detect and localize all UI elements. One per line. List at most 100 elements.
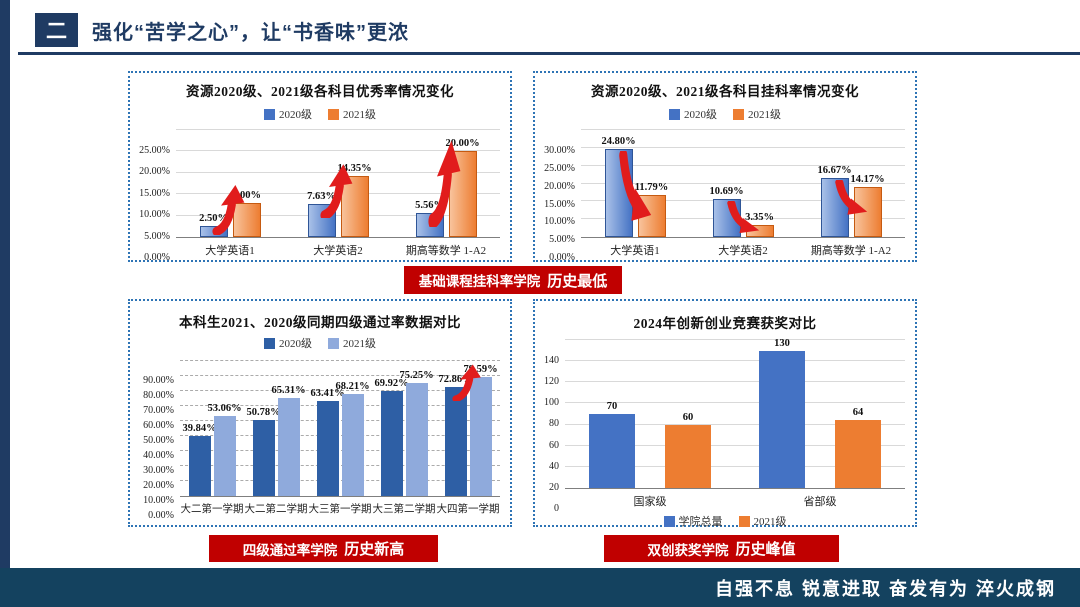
chart-legend: 学院总量 2021级 xyxy=(535,513,915,529)
x-category-label: 省部级 xyxy=(803,496,837,508)
bar-value-label: 8.00% xyxy=(232,189,261,201)
bar-value-label: 11.79% xyxy=(634,181,669,193)
chart-title: 2024年创新创业竞赛获奖对比 xyxy=(633,316,817,331)
x-category-label: 大四第一学期 xyxy=(436,504,500,515)
plot-column: 70 60 130 64 国家级 省部级 xyxy=(565,338,905,509)
plot-column: 2.50% 8.00% 7.63% 14.35% 5.56% 20.00% 大学英语1 大学英… xyxy=(176,129,500,258)
bar-value-label: 7.63% xyxy=(307,191,336,203)
plot-area: 0 20 40 60 80 100 120 140 70 60 130 64 国家级 省部级 xyxy=(535,338,915,514)
bar-groups: 70 60 130 64 xyxy=(565,338,905,488)
plot-area: 0.00% 5.00% 10.00% 15.00% 20.00% 25.00% 2.50% 8… xyxy=(130,129,510,263)
plot: 2.50% 8.00% 7.63% 14.35% 5.56% 20.00% xyxy=(176,129,500,238)
legend-item: 学院总量 xyxy=(663,513,723,529)
bar-column: 60 xyxy=(665,340,711,488)
left-accent-bar xyxy=(0,0,10,607)
bar xyxy=(820,177,849,237)
y-tick-label: 80.00% xyxy=(143,390,174,401)
y-tick-label: 50.00% xyxy=(143,435,174,446)
bar xyxy=(759,350,805,488)
bar xyxy=(448,151,477,237)
legend-swatch xyxy=(669,108,680,120)
bar-column: 64 xyxy=(835,340,881,488)
banner-highlight: 历史最低 xyxy=(547,272,608,290)
bar-group: 2.50% 8.00% xyxy=(176,130,284,237)
x-category-label: 大二第一学期 xyxy=(180,504,244,515)
bar xyxy=(380,391,403,496)
gridline xyxy=(180,390,500,391)
bar-value-label: 64 xyxy=(852,407,864,419)
plot-area: 0.00% 10.00% 20.00% 30.00% 40.00% 50.00% 60.00… xyxy=(130,360,510,521)
banner-highlight: 历史新高 xyxy=(344,541,405,558)
y-tick-label: 5.00% xyxy=(144,230,170,242)
bar xyxy=(712,198,741,237)
bar xyxy=(316,400,339,496)
x-category-label: 国家级 xyxy=(633,496,667,508)
legend-item: 2020级 xyxy=(264,335,312,351)
bar-value-label: 75.25% xyxy=(399,370,434,382)
bar-group: 16.67% 14.17% xyxy=(797,130,905,237)
bar-value-label: 79.59% xyxy=(463,363,498,375)
banner-fail-rate-lowest: 基础课程挂科率学院 历史最低 xyxy=(404,266,622,294)
bar-column: 130 xyxy=(759,338,805,488)
panel-excellence-rate-chart: 资源2020级、2021级各科目优秀率情况变化 2020级 2021级 0.00% 5.… xyxy=(128,71,512,263)
bar-column: 10.69% xyxy=(709,130,744,237)
gridline xyxy=(565,339,905,340)
bar-column: 70 xyxy=(589,340,635,488)
x-axis-labels: 大学英语1 大学英语2 期高等数学 1-A2 xyxy=(176,238,500,258)
bar-column: 7.63% xyxy=(307,130,336,237)
bar-group: 10.69% 3.35% xyxy=(689,130,797,237)
footer-motto: 自强不息 锐意进取 奋发有为 淬火成钢 xyxy=(714,578,1056,599)
bar-value-label: 2.50% xyxy=(199,213,228,225)
gridline xyxy=(180,435,500,436)
bar-value-label: 24.80% xyxy=(601,135,636,147)
banner-highlight: 历史峰值 xyxy=(735,541,796,558)
legend-item: 2020级 xyxy=(669,106,717,122)
legend-swatch xyxy=(733,108,744,120)
header-divider xyxy=(18,52,1080,55)
gridline xyxy=(581,146,905,148)
bar xyxy=(469,376,492,496)
bar-value-label: 50.78% xyxy=(246,406,281,418)
bar-groups: 39.84% 53.06% 50.78% 65.31% 63.41% 68.21% 69.9… xyxy=(180,361,500,496)
bar xyxy=(307,204,336,237)
x-category-label: 大三第一学期 xyxy=(308,504,372,515)
bar-value-label: 5.56% xyxy=(415,200,444,212)
bar xyxy=(589,414,635,488)
plot-column: 24.80% 11.79% 10.69% 3.35% 16.67% 14.17% 大学英语1… xyxy=(581,129,905,258)
footer-bar: 自强不息 锐意进取 奋发有为 淬火成钢 xyxy=(0,568,1080,607)
gridline xyxy=(565,465,905,467)
y-axis: 0.00% 5.00% 10.00% 15.00% 20.00% 25.00% 30.00% xyxy=(535,146,581,263)
x-category-label: 大学英语2 xyxy=(313,245,363,257)
legend-swatch xyxy=(264,337,275,349)
x-category-label: 大学英语1 xyxy=(205,245,255,257)
y-tick-label: 0.00% xyxy=(549,252,575,263)
bar-value-label: 68.21% xyxy=(335,380,370,392)
gridline xyxy=(180,465,500,466)
y-tick-label: 60 xyxy=(549,439,559,451)
legend-label: 2021级 xyxy=(343,109,376,121)
bar-column: 8.00% xyxy=(232,130,261,237)
y-tick-label: 0.00% xyxy=(144,252,170,263)
legend-label: 2020级 xyxy=(684,109,717,121)
y-tick-label: 30.00% xyxy=(544,145,575,156)
plot-column: 39.84% 53.06% 50.78% 65.31% 63.41% 68.21% 69.9… xyxy=(180,360,500,516)
y-tick-label: 60.00% xyxy=(143,420,174,431)
bar-column: 14.17% xyxy=(850,130,885,237)
bar-value-label: 14.17% xyxy=(850,173,885,185)
bar-value-label: 14.35% xyxy=(337,162,372,174)
panel-fail-rate-chart: 资源2020级、2021级各科目挂科率情况变化 2020级 2021级 0.00% 5.… xyxy=(533,71,917,263)
legend-swatch xyxy=(328,337,339,349)
bar-column: 16.67% xyxy=(817,130,852,237)
legend-item: 2021级 xyxy=(738,513,787,529)
bar-column: 75.25% xyxy=(399,361,434,496)
y-tick-label: 5.00% xyxy=(549,234,575,246)
bar xyxy=(637,194,666,237)
bar-group: 50.78% 65.31% xyxy=(244,361,308,496)
gridline xyxy=(176,129,500,130)
legend-swatch xyxy=(328,108,339,120)
y-tick-label: 20.00% xyxy=(139,166,170,178)
chart-title: 资源2020级、2021级各科目优秀率情况变化 xyxy=(186,84,454,99)
y-axis: 0.00% 10.00% 20.00% 30.00% 40.00% 50.00% 60.00… xyxy=(130,376,180,521)
gridline xyxy=(581,129,905,130)
chart-title: 资源2020级、2021级各科目挂科率情况变化 xyxy=(591,84,859,99)
